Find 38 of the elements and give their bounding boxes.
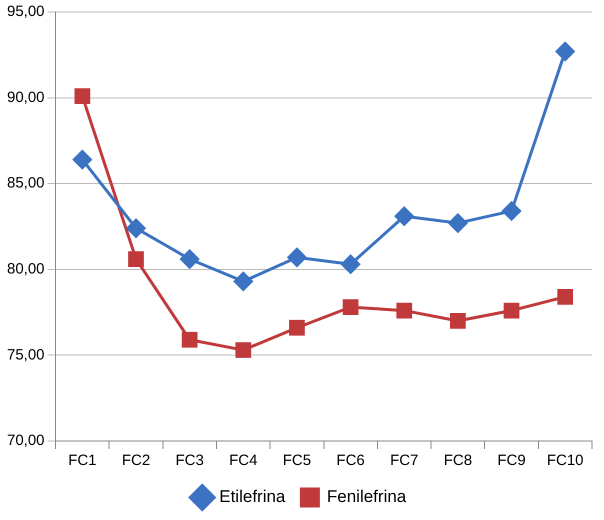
x-tick-label: FC6: [336, 452, 365, 470]
x-tick-label: FC2: [122, 452, 150, 470]
point: [289, 320, 305, 336]
point: [74, 88, 90, 104]
x-tick-label: FC9: [497, 452, 526, 470]
y-tick-label: 80,00: [6, 260, 45, 278]
point: [448, 214, 468, 233]
point: [182, 332, 198, 348]
legend-label: Fenilefrina: [326, 487, 407, 506]
y-tick-label: 85,00: [6, 174, 45, 192]
point: [557, 288, 574, 305]
y-tick-label: 70,00: [6, 432, 45, 450]
x-tick-label: FC7: [390, 452, 418, 470]
point: [450, 313, 466, 329]
x-tick-label: FC10: [546, 452, 584, 470]
y-tick-label: 75,00: [6, 346, 45, 364]
point: [72, 150, 92, 170]
point: [504, 302, 520, 318]
point: [287, 248, 306, 267]
point: [394, 206, 414, 226]
point: [396, 302, 412, 318]
point: [502, 202, 522, 221]
x-tick-label: FC8: [444, 452, 472, 470]
x-tick-label: FC5: [282, 452, 312, 470]
point: [234, 272, 253, 291]
x-tick-label: FC3: [175, 452, 204, 470]
x-tick-label: FC4: [229, 452, 258, 470]
point: [180, 250, 200, 269]
point: [126, 218, 146, 238]
point: [235, 342, 252, 358]
y-tick-label: 95,00: [6, 3, 45, 20]
point: [342, 299, 358, 316]
legend-label: Etilefrina: [219, 487, 286, 506]
point: [341, 254, 360, 274]
y-tick-label: 90,00: [6, 88, 45, 106]
x-tick-label: FC1: [68, 452, 97, 470]
point: [128, 251, 144, 267]
point: [556, 42, 575, 61]
